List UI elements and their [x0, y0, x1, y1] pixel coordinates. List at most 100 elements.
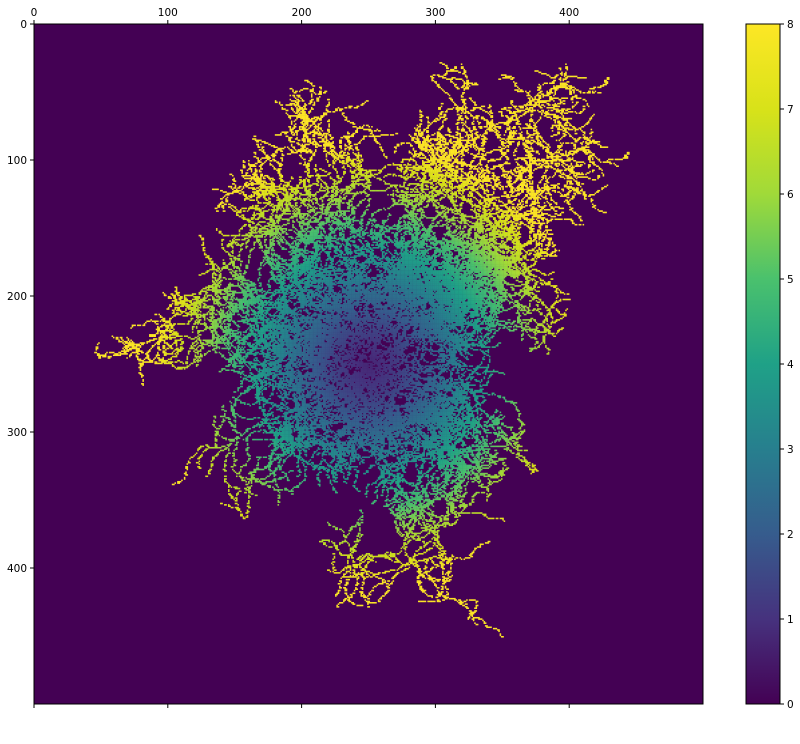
cluster-cell [450, 304, 452, 306]
cluster-cell [431, 327, 433, 329]
cluster-cell [423, 318, 425, 320]
cluster-cell [437, 320, 439, 322]
cluster-cell [407, 386, 409, 388]
cluster-cell [517, 433, 519, 435]
cluster-cell [461, 293, 463, 295]
cluster-cell [426, 476, 428, 478]
cluster-cell [450, 288, 452, 290]
cluster-cell [451, 282, 453, 284]
cluster-cell [488, 450, 490, 452]
cluster-cell [397, 357, 399, 359]
cluster-cell [451, 272, 453, 274]
cluster-cell [482, 397, 484, 399]
cluster-cell [502, 436, 504, 438]
cluster-cell [465, 263, 467, 265]
cluster-cell [391, 386, 393, 388]
cluster-cell [469, 416, 471, 418]
cluster-cell [488, 451, 490, 453]
cluster-cell [423, 447, 425, 449]
cluster-cell [435, 437, 437, 439]
cluster-cell [466, 326, 468, 328]
cluster-cell [450, 276, 452, 278]
cluster-cell [493, 432, 495, 434]
cluster-cell [472, 296, 474, 298]
cluster-cell [439, 463, 441, 465]
cluster-cell [461, 406, 463, 408]
cluster-cell [435, 428, 437, 430]
cluster-cell [458, 394, 460, 396]
cluster-cell [447, 405, 449, 407]
cluster-cell [461, 286, 463, 288]
cluster-cell [443, 401, 445, 403]
cluster-cell [438, 421, 440, 423]
cluster-cell [430, 292, 432, 294]
cluster-cell [409, 284, 411, 286]
cluster-cell [510, 443, 512, 445]
cluster-cell [468, 272, 470, 274]
cluster-cell [486, 452, 488, 454]
cluster-cell [405, 458, 407, 460]
cluster-cell [465, 417, 467, 419]
cluster-cell [466, 280, 468, 282]
cluster-cell [473, 301, 475, 303]
cluster-cell [439, 450, 441, 452]
cluster-cell [476, 269, 478, 271]
cluster-cell [455, 394, 457, 396]
cluster-cell [455, 280, 457, 282]
cluster-cell [379, 413, 381, 415]
cluster-cell [477, 417, 479, 419]
cluster-cell [425, 444, 427, 446]
cluster-cell [374, 382, 376, 384]
cluster-cell [446, 435, 448, 437]
cluster-cell [485, 448, 487, 450]
cluster-cell [445, 420, 447, 422]
cluster-cell [459, 421, 461, 423]
cluster-cell [450, 474, 452, 476]
cluster-cell [418, 368, 420, 370]
cluster-cell [490, 416, 492, 418]
cluster-cell [403, 384, 405, 386]
cluster-cell [480, 299, 482, 301]
cluster-cell [459, 303, 461, 305]
cluster-cell [446, 233, 448, 235]
cluster-cell [419, 320, 421, 322]
cluster-cell [478, 297, 480, 299]
cluster-cell [449, 285, 451, 287]
cluster-cell [506, 274, 508, 276]
cluster-cell [482, 440, 484, 442]
cluster-cell [474, 425, 476, 427]
cluster-cell [489, 284, 491, 286]
cluster-cell [446, 424, 448, 426]
cluster-cell [468, 408, 470, 410]
cluster-cell [431, 273, 433, 275]
cluster-cell [429, 425, 431, 427]
cluster-cell [514, 437, 516, 439]
cluster-cell [461, 402, 463, 404]
cluster-cell [437, 470, 439, 472]
cluster-cell [419, 364, 421, 366]
cluster-cell [462, 286, 464, 288]
cluster-cell [473, 296, 475, 298]
cluster-cell [433, 420, 435, 422]
cluster-cell [473, 417, 475, 419]
cluster-cell [438, 301, 440, 303]
cluster-cell [462, 254, 464, 256]
cluster-cell [504, 425, 506, 427]
cluster-cell [481, 409, 483, 411]
cluster-cell [455, 408, 457, 410]
cluster-cell [514, 447, 516, 449]
cluster-cell [508, 442, 510, 444]
cluster-cell [493, 270, 495, 272]
cluster-cell [493, 427, 495, 429]
cluster-cell [426, 420, 428, 422]
cluster-cell [447, 300, 449, 302]
cluster-cell [422, 307, 424, 309]
cluster-cell [378, 349, 380, 351]
cluster-cell [441, 312, 443, 314]
cluster-cell [462, 238, 464, 240]
cluster-cell [482, 428, 484, 430]
cluster-cell [476, 427, 478, 429]
cluster-cell [443, 412, 445, 414]
cluster-cell [500, 418, 502, 420]
cluster-cell [435, 251, 437, 253]
